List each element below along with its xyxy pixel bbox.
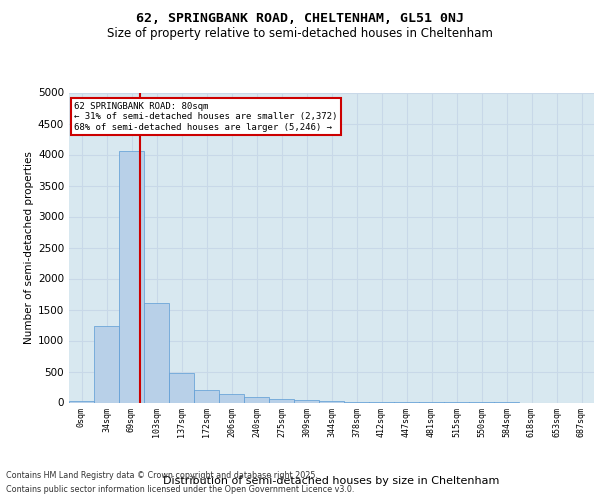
Bar bbox=[169, 372, 194, 402]
Y-axis label: Number of semi-detached properties: Number of semi-detached properties bbox=[24, 151, 34, 344]
Text: 62 SPRINGBANK ROAD: 80sqm
← 31% of semi-detached houses are smaller (2,372)
68% : 62 SPRINGBANK ROAD: 80sqm ← 31% of semi-… bbox=[74, 102, 338, 132]
Bar bbox=[319, 401, 344, 402]
Bar bbox=[119, 152, 144, 402]
Bar bbox=[94, 326, 119, 402]
Bar bbox=[294, 400, 319, 402]
Bar bbox=[194, 390, 219, 402]
Bar bbox=[144, 304, 169, 402]
Bar bbox=[244, 396, 269, 402]
Text: Size of property relative to semi-detached houses in Cheltenham: Size of property relative to semi-detach… bbox=[107, 28, 493, 40]
Text: Contains HM Land Registry data © Crown copyright and database right 2025.: Contains HM Land Registry data © Crown c… bbox=[6, 471, 318, 480]
Bar bbox=[269, 399, 294, 402]
Text: 62, SPRINGBANK ROAD, CHELTENHAM, GL51 0NJ: 62, SPRINGBANK ROAD, CHELTENHAM, GL51 0N… bbox=[136, 12, 464, 26]
Text: Contains public sector information licensed under the Open Government Licence v3: Contains public sector information licen… bbox=[6, 484, 355, 494]
Bar bbox=[219, 394, 244, 402]
X-axis label: Distribution of semi-detached houses by size in Cheltenham: Distribution of semi-detached houses by … bbox=[163, 476, 500, 486]
